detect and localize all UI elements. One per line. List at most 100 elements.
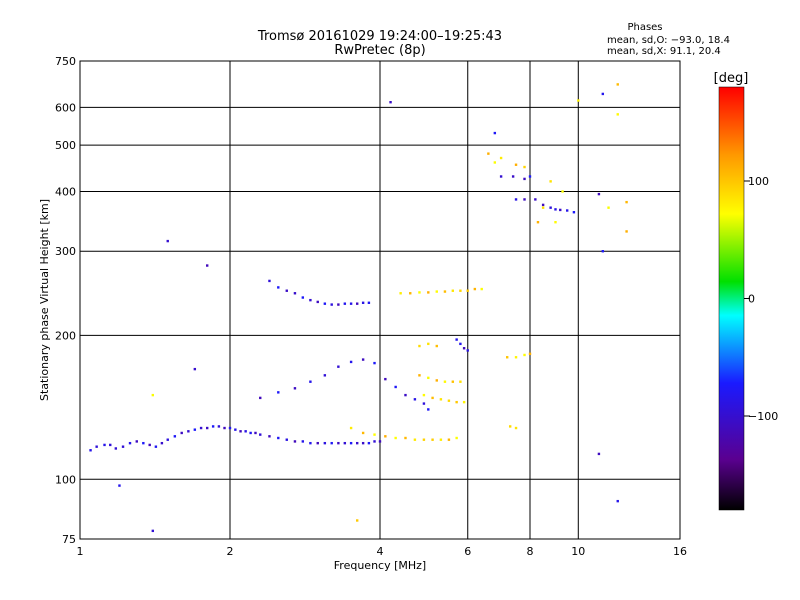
chart-title: Tromsø 20161029 19:24:00–19:25:43 bbox=[257, 29, 502, 44]
data-point-x bbox=[435, 290, 438, 293]
data-point-o bbox=[541, 203, 545, 207]
data-point-o bbox=[404, 393, 407, 397]
data-point-o bbox=[394, 385, 397, 389]
data-point-x bbox=[493, 161, 497, 164]
chart-subtitle: RwPretec (8p) bbox=[334, 43, 425, 58]
data-point-x bbox=[451, 289, 455, 292]
data-point-x bbox=[413, 438, 417, 441]
grid-lines bbox=[80, 61, 680, 539]
data-point-o bbox=[466, 349, 469, 352]
data-point-x bbox=[480, 287, 483, 291]
data-point-o bbox=[277, 286, 280, 289]
data-point-o bbox=[268, 279, 271, 283]
data-point-x bbox=[443, 290, 447, 293]
data-point-x bbox=[418, 291, 421, 294]
data-point-o bbox=[217, 425, 221, 428]
data-point-o bbox=[293, 292, 297, 295]
data-point-x bbox=[625, 230, 628, 233]
y-tick-label: 600 bbox=[55, 101, 76, 114]
data-point-x bbox=[508, 425, 512, 428]
colorbar-tick-label: 100 bbox=[748, 175, 769, 188]
y-tick-label: 75 bbox=[62, 533, 76, 546]
data-point-x bbox=[349, 426, 353, 430]
data-point-o bbox=[309, 298, 312, 302]
data-point-o bbox=[277, 436, 280, 440]
data-point-o bbox=[373, 440, 376, 443]
data-point-o bbox=[211, 425, 215, 428]
data-point-o bbox=[285, 438, 288, 441]
data-point-o bbox=[205, 264, 209, 267]
data-point-x bbox=[459, 380, 462, 383]
data-point-o bbox=[455, 338, 458, 341]
x-tick-label: 4 bbox=[377, 545, 384, 558]
data-point-x bbox=[427, 376, 430, 380]
data-point-o bbox=[565, 209, 569, 212]
data-point-o bbox=[285, 289, 288, 292]
data-point-o bbox=[160, 441, 164, 445]
data-point-o bbox=[323, 374, 327, 377]
data-point-x bbox=[528, 352, 532, 356]
data-point-o bbox=[361, 358, 365, 361]
data-point-x bbox=[422, 438, 426, 441]
data-point-o bbox=[367, 301, 371, 304]
data-point-o bbox=[493, 131, 497, 135]
data-point-o bbox=[355, 441, 359, 445]
data-point-o bbox=[187, 430, 190, 433]
data-point-o bbox=[301, 440, 305, 443]
data-point-o bbox=[89, 449, 92, 452]
data-point-x bbox=[541, 206, 545, 209]
x-axis-label: Frequency [MHz] bbox=[334, 559, 426, 572]
x-tick-label: 1 bbox=[77, 545, 84, 558]
data-point-x bbox=[361, 431, 365, 435]
y-tick-label: 200 bbox=[55, 329, 76, 342]
data-point-x bbox=[616, 113, 619, 116]
data-point-x bbox=[473, 287, 477, 291]
data-point-o bbox=[597, 452, 601, 456]
data-point-o bbox=[309, 441, 312, 445]
data-point-x bbox=[466, 289, 469, 292]
data-point-o bbox=[118, 484, 121, 487]
data-point-x bbox=[384, 435, 387, 438]
x-tick-label: 2 bbox=[227, 545, 234, 558]
data-point-o bbox=[349, 302, 353, 305]
data-point-x bbox=[625, 200, 628, 204]
stats-title: Phases bbox=[627, 22, 662, 33]
data-point-o bbox=[148, 443, 151, 447]
data-point-o bbox=[601, 92, 605, 96]
data-point-x bbox=[514, 356, 518, 359]
data-point-x bbox=[418, 344, 421, 348]
data-point-x bbox=[514, 426, 518, 430]
plot-frame bbox=[79, 60, 681, 540]
data-point-x bbox=[616, 83, 619, 86]
data-point-o bbox=[337, 441, 340, 445]
data-point-x bbox=[399, 292, 402, 295]
data-point-x bbox=[439, 438, 443, 441]
x-tick-label: 8 bbox=[527, 545, 534, 558]
data-point-x bbox=[505, 356, 509, 359]
data-point-o bbox=[244, 430, 247, 433]
data-point-o bbox=[554, 208, 557, 211]
data-point-x bbox=[443, 380, 447, 383]
data-point-o bbox=[384, 377, 387, 381]
y-tick-label: 100 bbox=[55, 473, 76, 486]
data-point-o bbox=[254, 431, 257, 435]
data-point-o bbox=[293, 440, 297, 443]
data-point-x bbox=[422, 393, 426, 397]
data-point-o bbox=[514, 198, 518, 201]
data-point-x bbox=[435, 344, 438, 348]
data-point-x bbox=[487, 152, 490, 155]
data-point-o bbox=[523, 177, 526, 181]
data-point-o bbox=[173, 435, 177, 438]
data-point-x bbox=[447, 399, 451, 402]
data-point-o bbox=[166, 438, 169, 441]
data-point-o bbox=[323, 302, 327, 305]
data-point-x bbox=[499, 156, 503, 160]
data-point-o bbox=[151, 529, 155, 533]
data-point-x bbox=[431, 396, 434, 400]
data-point-x bbox=[536, 221, 540, 224]
data-points bbox=[89, 83, 628, 533]
y-tick-label: 750 bbox=[55, 55, 76, 68]
data-point-o bbox=[154, 445, 158, 448]
